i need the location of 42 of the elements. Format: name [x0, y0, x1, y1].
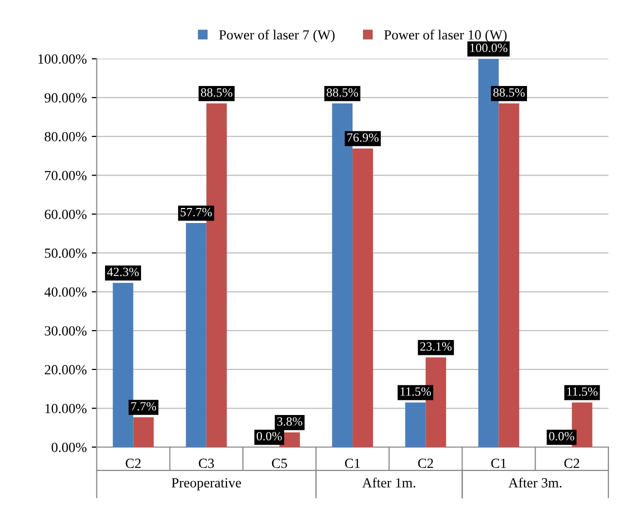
legend-label: Power of laser 10 (W): [384, 30, 507, 42]
data-label: 100.0%: [470, 44, 508, 52]
bar: [352, 148, 374, 448]
legend-label: Power of laser 7 (W): [219, 30, 335, 42]
data-label: 57.7%: [180, 208, 212, 216]
data-label: 42.3%: [107, 268, 139, 276]
data-label: 88.5%: [326, 88, 358, 97]
data-label: 3.8%: [277, 417, 302, 426]
data-label: 76.9%: [347, 133, 379, 142]
data-label: 11.5%: [400, 387, 431, 396]
data-label: 0.0%: [549, 432, 574, 440]
y-tick-label: 70.00%: [45, 170, 87, 180]
y-tick-label: 100.00%: [38, 54, 87, 64]
text: Preoperative: [172, 478, 241, 490]
bar: [498, 103, 520, 448]
x-tick-label: C3: [198, 458, 214, 468]
x-tick-label: C1: [345, 458, 360, 468]
y-tick-label: 50.00%: [44, 248, 87, 258]
data-label: 23.1%: [420, 342, 452, 351]
data-label: 88.5%: [200, 88, 232, 97]
y-tick-label: 10.00%: [45, 404, 87, 414]
y-tick-label: 90.00%: [44, 93, 87, 103]
data-label: 0.0%: [256, 432, 282, 440]
y-tick-label: 30.00%: [44, 326, 87, 336]
x-tick-label: C1: [491, 458, 506, 468]
y-tick-label: 20.00%: [44, 365, 87, 374]
x-tick-label: C2: [126, 458, 141, 468]
text: After 1m.: [362, 478, 416, 488]
text: After 3m.: [508, 478, 562, 488]
data-label: 11.5%: [567, 387, 598, 396]
y-tick-label: 60.00%: [44, 210, 87, 220]
x-tick-label: C2: [564, 458, 580, 468]
y-tick-label: 0.00%: [52, 442, 87, 452]
bar: [186, 223, 206, 448]
data-label: 88.5%: [493, 88, 525, 97]
bar: [405, 402, 426, 448]
data-label: 7.7%: [131, 402, 156, 411]
y-tick-label: 40.00%: [44, 287, 87, 297]
x-tick-label: C5: [272, 458, 288, 468]
y-tick-label: 80.00%: [44, 132, 87, 142]
bar: [133, 417, 154, 448]
x-tick-label: C2: [418, 458, 433, 468]
